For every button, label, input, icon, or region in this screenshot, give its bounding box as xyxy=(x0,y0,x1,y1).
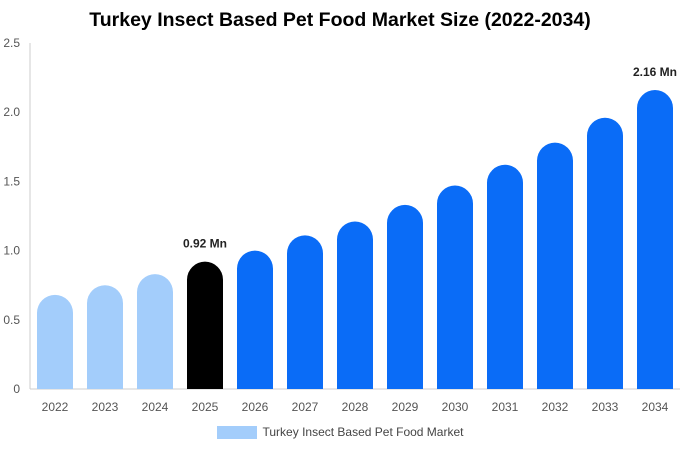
legend: Turkey Insect Based Pet Food Market xyxy=(0,425,680,439)
x-tick-label: 2029 xyxy=(392,400,419,414)
x-tick-label: 2034 xyxy=(642,400,669,414)
y-tick-label: 2.5 xyxy=(3,36,20,50)
x-tick-label: 2023 xyxy=(92,400,119,414)
chart-title: Turkey Insect Based Pet Food Market Size… xyxy=(89,9,591,31)
bar-2023 xyxy=(87,285,123,389)
y-tick-label: 0 xyxy=(13,382,20,396)
x-tick-label: 2028 xyxy=(342,400,369,414)
bar-2028 xyxy=(337,221,373,389)
bar-2033 xyxy=(587,117,623,389)
bar-2032 xyxy=(537,142,573,389)
y-tick-label: 1.0 xyxy=(3,244,20,258)
data-label-2034: 2.16 Mn xyxy=(633,65,677,79)
bar-2029 xyxy=(387,204,423,389)
legend-label: Turkey Insect Based Pet Food Market xyxy=(262,425,464,439)
bar-2031 xyxy=(487,164,523,389)
x-tick-label: 2031 xyxy=(492,400,519,414)
legend-swatch xyxy=(216,425,257,439)
y-tick-label: 0.5 xyxy=(3,313,20,327)
y-tick-label: 2.0 xyxy=(3,105,20,119)
bar-2024 xyxy=(137,274,173,389)
data-label-2025: 0.92 Mn xyxy=(183,237,227,251)
y-tick-label: 1.5 xyxy=(3,174,20,188)
bar-2025 xyxy=(187,261,223,389)
bar-2034 xyxy=(637,90,673,390)
x-tick-label: 2026 xyxy=(242,400,269,414)
bar-2022 xyxy=(37,294,73,389)
x-tick-label: 2033 xyxy=(592,400,619,414)
bar-2027 xyxy=(287,235,323,389)
bar-2026 xyxy=(237,250,273,389)
x-tick-label: 2024 xyxy=(142,400,169,414)
x-tick-label: 2022 xyxy=(42,400,69,414)
bar-2030 xyxy=(437,185,473,389)
x-tick-label: 2032 xyxy=(542,400,569,414)
x-tick-label: 2030 xyxy=(442,400,469,414)
x-tick-label: 2027 xyxy=(292,400,319,414)
x-tick-label: 2025 xyxy=(192,400,219,414)
